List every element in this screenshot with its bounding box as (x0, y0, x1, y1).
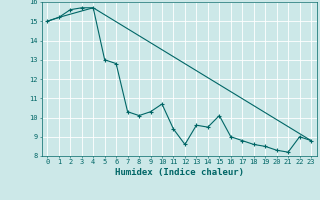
X-axis label: Humidex (Indice chaleur): Humidex (Indice chaleur) (115, 168, 244, 177)
